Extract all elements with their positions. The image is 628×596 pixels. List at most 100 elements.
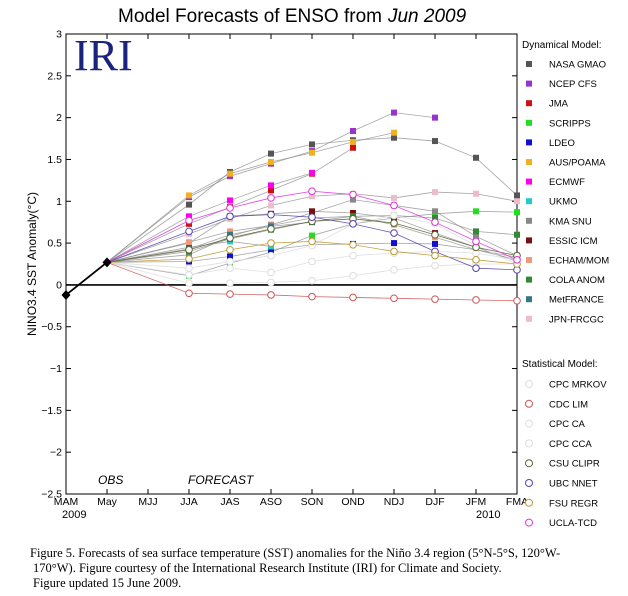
series-point	[268, 182, 274, 189]
series-point	[431, 218, 439, 226]
series-point	[349, 190, 357, 199]
series-line	[106, 251, 518, 276]
legend-label: UKMO	[549, 197, 578, 208]
legend-marker	[525, 498, 533, 507]
series-point	[185, 279, 193, 288]
series-point	[186, 201, 192, 208]
x-tick-label: JFM	[466, 496, 486, 508]
legend-marker	[525, 439, 533, 448]
legend-marker	[526, 315, 532, 322]
observed-point	[102, 257, 112, 268]
series-point	[513, 256, 521, 264]
series-point	[226, 245, 234, 254]
legend-marker	[526, 276, 532, 283]
legend-marker	[525, 380, 533, 388]
series-point	[473, 233, 479, 240]
series-point	[185, 216, 193, 225]
series-point	[309, 141, 315, 148]
series-line	[106, 261, 518, 302]
x-tick-label: MJJ	[138, 496, 157, 508]
series-point	[513, 297, 521, 305]
series-point	[391, 109, 397, 116]
series-point	[390, 219, 398, 227]
series-point	[185, 264, 193, 272]
series-point	[349, 271, 357, 280]
series-point	[514, 231, 520, 238]
legend-marker	[525, 479, 533, 487]
series-point	[473, 208, 479, 215]
x-tick-label: JJA	[180, 496, 198, 508]
legend-marker	[526, 178, 532, 185]
y-tick-label: −2.5	[41, 489, 62, 501]
series-point	[185, 227, 193, 236]
series-point	[391, 240, 397, 247]
series-point	[268, 150, 274, 157]
series-point	[227, 170, 233, 177]
series-point	[268, 187, 274, 194]
series-point	[226, 257, 234, 266]
series-point	[268, 246, 274, 253]
y-tick-label: 0	[56, 279, 62, 291]
series-point	[308, 213, 316, 221]
series-point	[268, 158, 274, 165]
forecast-label: FORECAST	[188, 473, 255, 487]
series-point	[186, 192, 192, 199]
legend-label: COLA ANOM	[549, 275, 605, 286]
legend-marker	[526, 198, 532, 205]
legend-label: JMA	[549, 99, 569, 110]
legend-label: CPC CA	[549, 419, 586, 430]
observed-point	[61, 289, 71, 300]
series-point	[431, 251, 439, 260]
series-point	[268, 202, 274, 209]
legend-label: AUS/POAMA	[549, 158, 606, 169]
series-point	[185, 255, 193, 263]
series-line	[106, 210, 518, 263]
series-point	[267, 225, 275, 233]
series-point	[226, 212, 234, 221]
series-point	[267, 278, 275, 287]
series-point	[267, 239, 275, 247]
series-point	[391, 194, 397, 201]
legend-label: CDC LIM	[549, 399, 588, 410]
legend-label: SCRIPPS	[549, 118, 591, 129]
series-point	[267, 268, 275, 277]
series-point	[390, 229, 398, 237]
legend-label: JPN-FRCGC	[549, 314, 604, 325]
series-point	[390, 266, 398, 274]
series-point	[390, 201, 398, 210]
series-point	[308, 257, 316, 266]
series-point	[390, 211, 398, 220]
series-point	[431, 230, 439, 239]
legend-label: CPC MRKOV	[549, 380, 607, 391]
series-point	[186, 239, 192, 246]
series-point	[227, 228, 233, 235]
x-tick-label: DJF	[425, 496, 444, 508]
legend-label: UBC NNET	[549, 479, 598, 490]
series-point	[472, 237, 480, 246]
legend-marker	[526, 237, 532, 244]
x-tick-label: MAM	[54, 496, 79, 508]
series-point	[309, 169, 315, 176]
series-point	[431, 295, 439, 303]
series-point	[432, 215, 438, 221]
series-point	[514, 209, 520, 216]
legend-label: MetFRANCE	[549, 295, 604, 306]
series-line	[106, 214, 518, 271]
legend-marker	[526, 296, 532, 303]
series-point	[349, 240, 357, 249]
series-point	[308, 292, 316, 301]
y-tick-label: 1.5	[47, 154, 62, 166]
y-tick-label: −0.5	[41, 321, 62, 333]
legend-statistical-title: Statistical Model:	[522, 359, 598, 370]
series-point	[185, 289, 193, 298]
series-line	[106, 218, 518, 263]
series-line	[106, 242, 518, 263]
legend-marker	[526, 159, 532, 165]
series-point	[186, 213, 192, 220]
series-point	[390, 247, 398, 256]
series-point	[309, 232, 315, 239]
series-point	[349, 251, 357, 260]
obs-label: OBS	[98, 473, 123, 487]
legend-label: NCEP CFS	[549, 79, 597, 90]
series-point	[267, 194, 275, 202]
